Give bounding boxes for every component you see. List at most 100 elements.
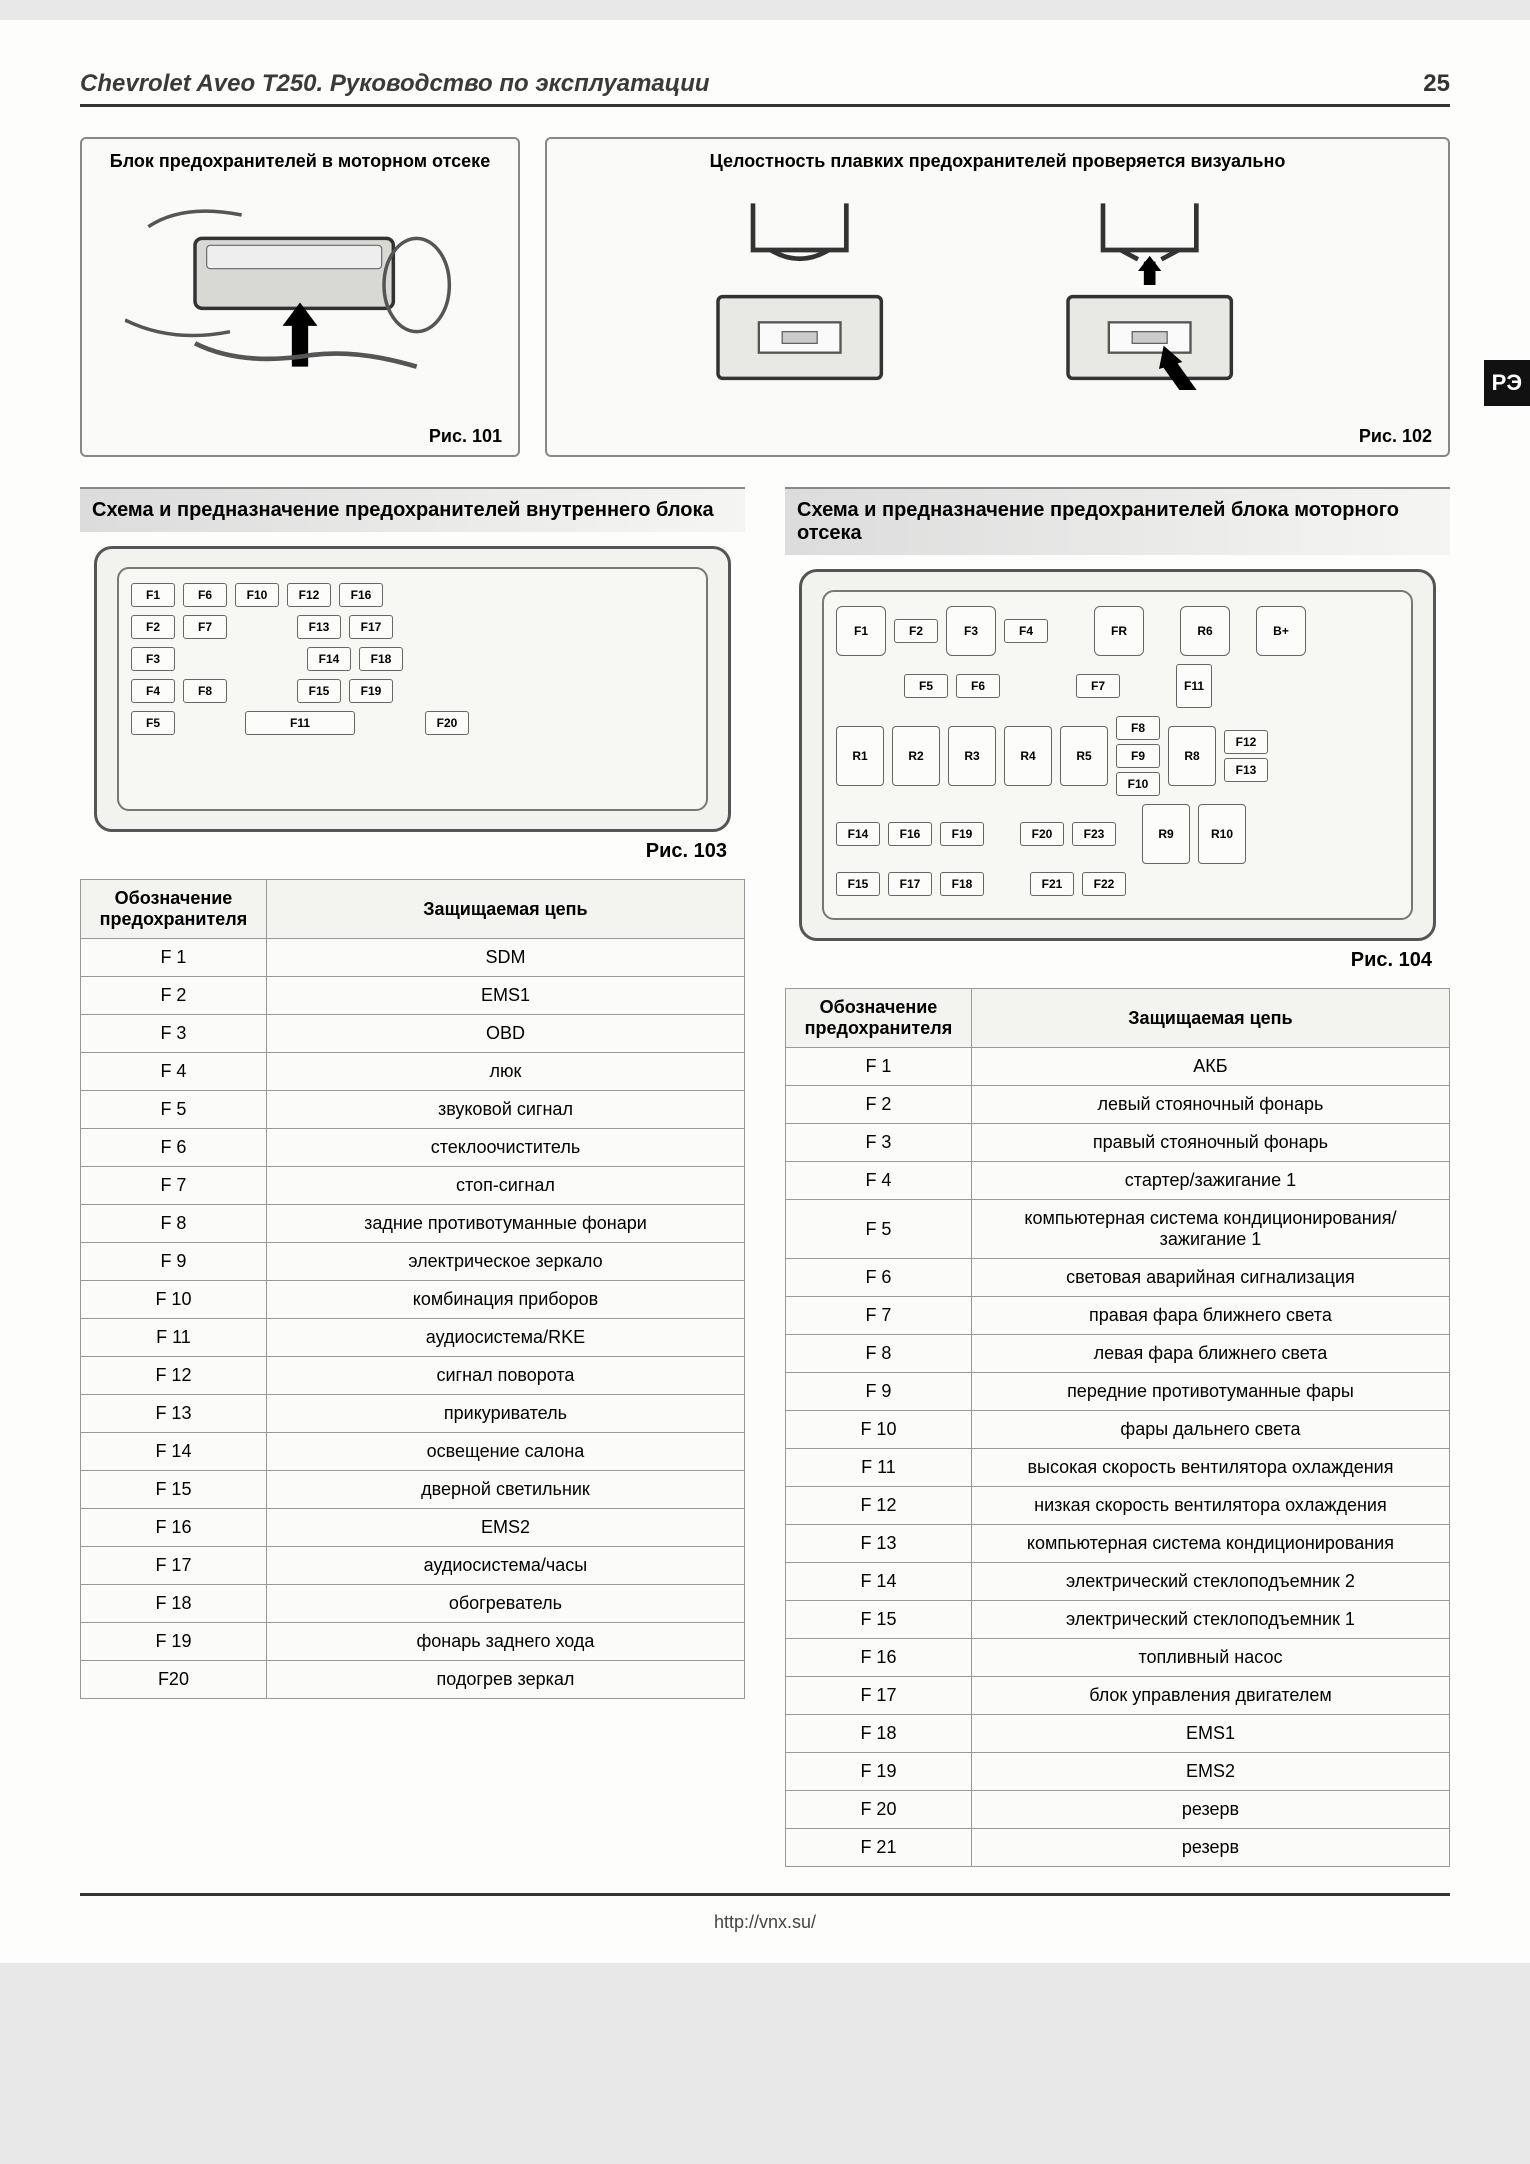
table-cell: F 9 (786, 1373, 972, 1411)
table-cell: F 19 (81, 1623, 267, 1661)
figure-102: Целостность плавких предохранителей пров… (545, 137, 1450, 457)
table-row: F 6стеклоочиститель (81, 1129, 745, 1167)
fuse-panel-103: F1F6F10F12F16F2F7F13F17F3F14F18F4F8F15F1… (94, 546, 731, 832)
table-row: F 4стартер/зажигание 1 (786, 1162, 1450, 1200)
fig101-caption: Блок предохранителей в моторном отсеке (98, 151, 502, 172)
table-row: F 12сигнал поворота (81, 1357, 745, 1395)
table-cell: F 15 (786, 1601, 972, 1639)
table-cell: F 11 (786, 1449, 972, 1487)
table-cell: F 4 (786, 1162, 972, 1200)
table-cell: левый стояночный фонарь (971, 1086, 1449, 1124)
table-cell: F 14 (81, 1433, 267, 1471)
table-cell: F 13 (786, 1525, 972, 1563)
slot-f23: F23 (1072, 822, 1116, 846)
slot-r1: R1 (836, 726, 884, 786)
table-cell: F 12 (81, 1357, 267, 1395)
slot-f8: F8 (1116, 716, 1160, 740)
table-cell: правая фара ближнего света (971, 1297, 1449, 1335)
slot-f11: F11 (1176, 664, 1212, 708)
table-cell: топливный насос (971, 1639, 1449, 1677)
table-cell: F 10 (81, 1281, 267, 1319)
table-cell: компьютерная система кондиционирования (971, 1525, 1449, 1563)
fuse-f1: F1 (131, 583, 175, 607)
fuse-f10: F10 (235, 583, 279, 607)
slot-b: B+ (1256, 606, 1306, 656)
table-row: F 9электрическое зеркало (81, 1243, 745, 1281)
table-cell: световая аварийная сигнализация (971, 1259, 1449, 1297)
table-row: F 10фары дальнего света (786, 1411, 1450, 1449)
table-cell: передние противотуманные фары (971, 1373, 1449, 1411)
slot-r2: R2 (892, 726, 940, 786)
fuse-f12: F12 (287, 583, 331, 607)
slot-fr: FR (1094, 606, 1144, 656)
table-cell: высокая скорость вентилятора охлаждения (971, 1449, 1449, 1487)
th-circuit: Защищаемая цепь (266, 880, 744, 939)
table-cell: F 6 (81, 1129, 267, 1167)
th-designation: Обозначение предохранителя (786, 989, 972, 1048)
table-cell: F 16 (81, 1509, 267, 1547)
table-cell: комбинация приборов (266, 1281, 744, 1319)
fuse-table-left: Обозначение предохранителя Защищаемая це… (80, 879, 745, 1699)
fuse-f3: F3 (131, 647, 175, 671)
table-cell: F 7 (786, 1297, 972, 1335)
slot-f4: F4 (1004, 619, 1048, 643)
footer-link: http://vnx.su/ (80, 1912, 1450, 1933)
table-cell: EMS1 (971, 1715, 1449, 1753)
table-row: F 5компьютерная система кондиционировани… (786, 1200, 1450, 1259)
table-cell: дверной светильник (266, 1471, 744, 1509)
table-row: F 19EMS2 (786, 1753, 1450, 1791)
table-cell: резерв (971, 1791, 1449, 1829)
table-row: F 14электрический стеклоподъемник 2 (786, 1563, 1450, 1601)
table-row: F 7правая фара ближнего света (786, 1297, 1450, 1335)
top-figures-row: Блок предохранителей в моторном отсеке Р… (80, 137, 1450, 457)
slot-r8: R8 (1168, 726, 1216, 786)
table-cell: F 8 (786, 1335, 972, 1373)
page-number: 25 (1423, 70, 1450, 98)
slot-r4: R4 (1004, 726, 1052, 786)
slot-f2: F2 (894, 619, 938, 643)
side-tab: РЭ (1484, 360, 1530, 406)
table-cell: стеклоочиститель (266, 1129, 744, 1167)
table-cell: левая фара ближнего света (971, 1335, 1449, 1373)
table-row: F 1АКБ (786, 1048, 1450, 1086)
section-head-left: Схема и предназначение предохранителей в… (80, 487, 745, 532)
table-cell: стартер/зажигание 1 (971, 1162, 1449, 1200)
table-cell: F 3 (81, 1015, 267, 1053)
table-cell: SDM (266, 939, 744, 977)
table-cell: блок управления двигателем (971, 1677, 1449, 1715)
table-cell: сигнал поворота (266, 1357, 744, 1395)
table-cell: F 11 (81, 1319, 267, 1357)
table-row: F 18EMS1 (786, 1715, 1450, 1753)
manual-page: Chevrolet Aveo T250. Руководство по эксп… (0, 20, 1530, 1963)
th-circuit: Защищаемая цепь (971, 989, 1449, 1048)
slot-r10: R10 (1198, 804, 1246, 864)
table-cell: освещение салона (266, 1433, 744, 1471)
table-cell: звуковой сигнал (266, 1091, 744, 1129)
table-cell: компьютерная система кондиционирования/з… (971, 1200, 1449, 1259)
table-row: F 2левый стояночный фонарь (786, 1086, 1450, 1124)
table-cell: F 17 (81, 1547, 267, 1585)
fuse-f4: F4 (131, 679, 175, 703)
table-cell: фонарь заднего хода (266, 1623, 744, 1661)
fuse-f11: F11 (245, 711, 355, 735)
slot-f10: F10 (1116, 772, 1160, 796)
table-cell: F 19 (786, 1753, 972, 1791)
table-cell: F 1 (786, 1048, 972, 1086)
fig103-label: Рис. 103 (80, 840, 727, 863)
table-cell: задние противотуманные фонари (266, 1205, 744, 1243)
fuse-f2: F2 (131, 615, 175, 639)
table-cell: стоп-сигнал (266, 1167, 744, 1205)
table-cell: обогреватель (266, 1585, 744, 1623)
table-row: F 18обогреватель (81, 1585, 745, 1623)
slot-r6: R6 (1180, 606, 1230, 656)
table-row: F 5звуковой сигнал (81, 1091, 745, 1129)
table-cell: резерв (971, 1829, 1449, 1867)
section-head-right: Схема и предназначение предохранителей б… (785, 487, 1450, 555)
table-row: F 17аудиосистема/часы (81, 1547, 745, 1585)
table-row: F 11высокая скорость вентилятора охлажде… (786, 1449, 1450, 1487)
table-cell: электрический стеклоподъемник 1 (971, 1601, 1449, 1639)
slot-f18: F18 (940, 872, 984, 896)
slot-f6: F6 (956, 674, 1000, 698)
fuse-f14: F14 (307, 647, 351, 671)
table-cell: EMS2 (971, 1753, 1449, 1791)
